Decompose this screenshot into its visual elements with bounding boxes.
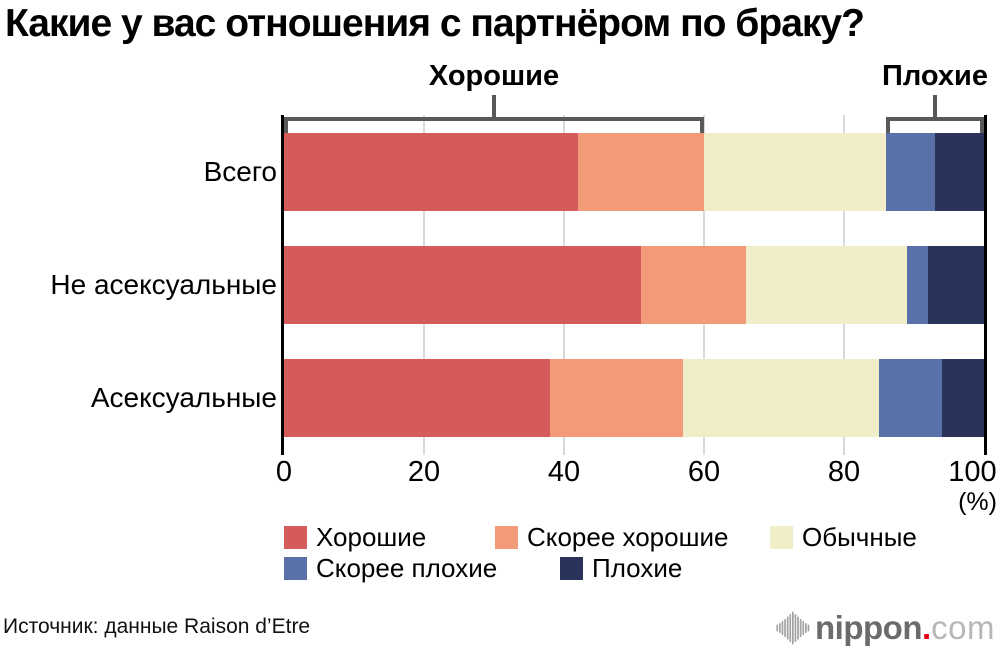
bracket-label: Плохие	[882, 60, 988, 92]
bar-segment	[578, 133, 704, 211]
bar-segment	[284, 359, 550, 437]
legend-item: Хорошие	[284, 521, 427, 552]
chart-title: Какие у вас отношения с партнёром по бра…	[5, 2, 865, 45]
category-label: Не асексуальные	[50, 269, 277, 300]
bracket-label: Хорошие	[428, 60, 560, 92]
legend-swatch	[284, 556, 307, 580]
bar-segment	[746, 246, 907, 324]
bar-segment	[942, 359, 984, 437]
bar-segment	[935, 133, 984, 211]
legend-label: Плохие	[592, 552, 683, 583]
legend-label: Обычные	[802, 521, 917, 552]
bar-segment	[907, 246, 928, 324]
legend-swatch	[560, 556, 583, 580]
x-tick-label: 60	[687, 456, 721, 488]
x-axis-unit-label: (%)	[958, 488, 997, 516]
bar-row	[284, 246, 984, 324]
source-caption: Источник: данные Raison d’Etre	[3, 615, 311, 638]
legend-swatch	[770, 525, 793, 549]
bar-segment	[284, 133, 578, 211]
logo-tld: com	[931, 609, 995, 646]
category-label: Всего	[203, 156, 277, 187]
logo-name: nippon	[815, 609, 922, 646]
logo-dot: .	[921, 609, 932, 646]
legend-item: Плохие	[560, 552, 683, 583]
nippon-com-logo: nippon.com	[776, 608, 995, 648]
legend-item: Скорее хорошие	[495, 521, 729, 552]
legend-item: Скорее плохие	[284, 552, 498, 583]
bar-segment	[683, 359, 879, 437]
bar-row	[284, 133, 984, 211]
legend-label: Хорошие	[316, 521, 427, 552]
bracket	[284, 117, 704, 133]
plot-area	[281, 115, 987, 455]
legend-item: Обычные	[770, 521, 917, 552]
axis-line	[281, 115, 284, 455]
bar-segment	[284, 246, 641, 324]
bracket-stem	[933, 95, 937, 118]
x-tick-label: 0	[275, 456, 293, 488]
bar-segment	[928, 246, 984, 324]
x-tick-label: 80	[827, 456, 861, 488]
legend-swatch	[495, 525, 518, 549]
bar-segment	[879, 359, 942, 437]
x-tick-label: 20	[407, 456, 441, 488]
bar-segment	[550, 359, 683, 437]
bar-segment	[886, 133, 935, 211]
legend-swatch	[284, 525, 307, 549]
category-label: Асексуальные	[90, 382, 277, 413]
axis-line	[984, 115, 987, 455]
legend-label: Скорее плохие	[316, 552, 498, 583]
bar-segment	[641, 246, 746, 324]
chart-legend: Хорошие Скорее хорошие Обычные Скорее плохи…	[284, 521, 1000, 588]
soundwave-icon	[776, 611, 810, 645]
x-tick-label: 100	[948, 456, 997, 488]
bar-segment	[704, 133, 886, 211]
bar-row	[284, 359, 984, 437]
legend-label: Скорее хорошие	[527, 521, 729, 552]
bracket	[886, 117, 984, 133]
x-tick-label: 40	[547, 456, 581, 488]
bracket-stem	[492, 95, 496, 118]
